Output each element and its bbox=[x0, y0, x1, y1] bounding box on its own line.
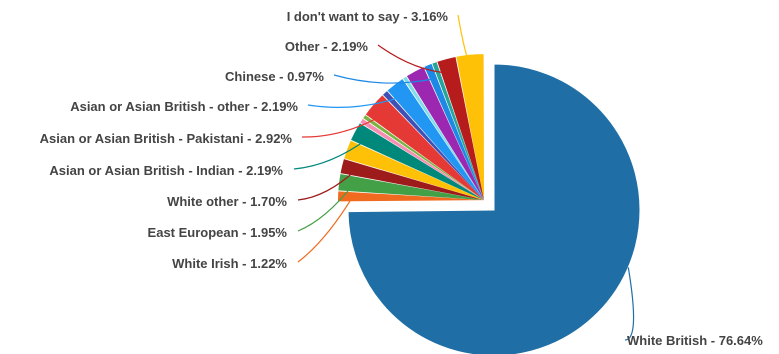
pie-slice bbox=[403, 76, 485, 201]
leader-line bbox=[297, 196, 354, 263]
leader-lines bbox=[293, 14, 635, 341]
pie-slice bbox=[365, 95, 485, 201]
slice-label: Asian or Asian British - Pakistani - 2.9… bbox=[40, 131, 293, 146]
slice-label: Chinese - 0.97% bbox=[225, 69, 324, 84]
slice-label: Asian or Asian British - Indian - 2.19% bbox=[49, 163, 283, 178]
slice-label: White British - 76.64% bbox=[627, 333, 763, 348]
pie-slices bbox=[347, 63, 641, 354]
pie-slice bbox=[344, 140, 485, 201]
leader-line bbox=[293, 137, 369, 170]
leader-line bbox=[307, 95, 404, 108]
pie-slice bbox=[351, 123, 485, 201]
leader-line bbox=[377, 44, 451, 74]
pie-slice bbox=[406, 67, 485, 201]
leader-line bbox=[297, 169, 357, 201]
pie-slice bbox=[456, 54, 485, 201]
slice-label: White Irish - 1.22% bbox=[172, 256, 287, 271]
pie-slice bbox=[340, 159, 485, 201]
slice-labels: White British - 76.64% White Irish - 1.22… bbox=[40, 9, 764, 348]
pie-slice bbox=[338, 191, 485, 202]
pie-slice bbox=[363, 115, 485, 201]
leader-line bbox=[301, 113, 385, 138]
slice-label: Asian or Asian British - other - 2.19% bbox=[70, 99, 298, 114]
pie-slice bbox=[437, 56, 485, 201]
pie-slice bbox=[383, 91, 485, 201]
leader-line bbox=[457, 14, 472, 70]
pie-slice bbox=[360, 118, 485, 201]
pie-slice-white-british bbox=[347, 63, 641, 354]
slice-label: White other - 1.70% bbox=[167, 194, 287, 209]
exploded-slices bbox=[338, 54, 485, 202]
pie-slice bbox=[338, 173, 485, 201]
leader-line bbox=[333, 74, 434, 84]
pie-slice bbox=[387, 79, 485, 201]
pie-slice bbox=[432, 62, 485, 201]
slice-label: I don't want to say - 3.16% bbox=[287, 9, 449, 24]
leader-line bbox=[624, 267, 635, 341]
slice-label: Other - 2.19% bbox=[285, 39, 369, 54]
slice-label: East European - 1.95% bbox=[148, 225, 288, 240]
leader-line bbox=[297, 183, 355, 232]
pie-slice bbox=[424, 63, 485, 201]
